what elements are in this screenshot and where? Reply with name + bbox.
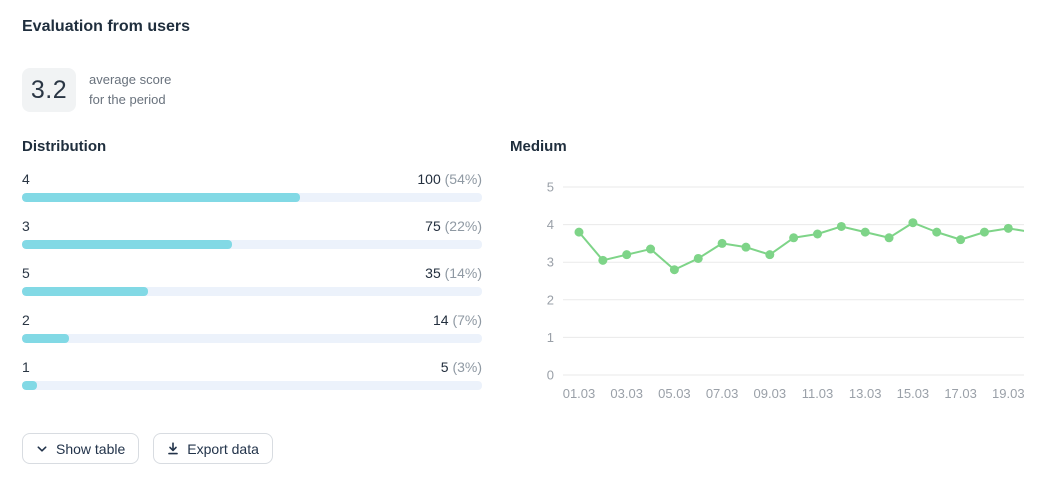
rating-percent: (7%) (452, 312, 482, 328)
show-table-button[interactable]: Show table (22, 433, 140, 464)
rating-count: 35 (14%) (425, 265, 482, 281)
chevron-down-icon (36, 443, 48, 455)
x-axis-tick-label: 13.03 (849, 386, 882, 401)
y-axis-tick-label: 0 (547, 368, 554, 383)
data-point-marker (932, 227, 942, 237)
distribution-row-line: 4 100 (54%) (22, 171, 482, 189)
average-score-badge: 3.2 (22, 68, 76, 112)
average-score-caption-line1: average score (89, 72, 172, 87)
data-point-marker (765, 250, 775, 260)
rating-bar-fill (22, 287, 149, 296)
data-point-marker (884, 233, 894, 243)
rating-count: 5 (3%) (440, 359, 482, 375)
data-point-marker (979, 227, 989, 237)
rating-percent: (14%) (444, 265, 482, 281)
average-score-caption-line2: for the period (89, 92, 166, 107)
export-data-label: Export data (187, 440, 259, 457)
rating-label: 5 (22, 265, 30, 281)
data-point-marker (956, 235, 966, 245)
medium-line-chart-svg: 0 1 2 3 4 5 01.03 03.03 05.03 07.03 09.03 11.03 13.0… (547, 180, 1024, 401)
rating-percent: (22%) (444, 218, 482, 234)
export-data-button[interactable]: Export data (153, 433, 273, 464)
average-score-caption: average score for the period (89, 70, 171, 110)
download-icon (167, 442, 179, 455)
medium-section-title: Medium (510, 138, 567, 155)
rating-bar-track (22, 193, 482, 202)
rating-count: 14 (7%) (432, 312, 482, 328)
distribution-row-line: 5 35 (14%) (22, 265, 482, 283)
data-point-marker (741, 242, 751, 252)
distribution-row: 3 75 (22%) (22, 218, 482, 249)
x-axis-tick-label: 03.03 (610, 386, 643, 401)
rating-bar-fill (22, 334, 69, 343)
rating-label: 3 (22, 218, 30, 234)
rating-percent: (3%) (452, 359, 482, 375)
data-point-marker (598, 255, 608, 265)
data-point-marker (693, 253, 703, 263)
x-axis-tick-label: 11.03 (802, 386, 834, 401)
data-point-marker (574, 227, 584, 237)
data-point-marker (813, 229, 822, 239)
data-point-marker (860, 227, 870, 237)
distribution-section-title: Distribution (22, 138, 107, 155)
rating-label: 2 (22, 312, 30, 328)
x-axis-tick-label: 07.03 (706, 386, 739, 401)
data-point-marker (908, 218, 918, 228)
data-point-marker (669, 265, 679, 275)
distribution-row: 2 14 (7%) (22, 312, 482, 343)
rating-bar-fill (22, 381, 38, 390)
rating-label: 4 (22, 171, 30, 187)
distribution-row: 4 100 (54%) (22, 171, 482, 202)
data-point-marker (622, 250, 632, 260)
medium-line-chart: 0 1 2 3 4 5 01.03 03.03 05.03 07.03 09.03 11.03 13.0… (520, 168, 1024, 408)
distribution-rows: 4 100 (54%) 3 75 (22%) 5 35 (14%) 2 14 (7%) 1 5 (… (22, 171, 482, 406)
rating-count: 75 (22%) (425, 218, 482, 234)
rating-bar-fill (22, 193, 300, 202)
average-score-summary: 3.2 average score for the period (22, 68, 171, 112)
data-point-marker (836, 221, 846, 231)
distribution-row-line: 1 5 (3%) (22, 359, 482, 377)
x-axis-tick-label: 15.03 (897, 386, 930, 401)
rating-bar-track (22, 334, 482, 343)
rating-bar-track (22, 381, 482, 390)
data-point-marker (789, 233, 799, 243)
data-point-marker (646, 244, 656, 254)
rating-bar-track (22, 240, 482, 249)
actions-bar: Show table Export data (22, 433, 273, 464)
rating-count: 100 (54%) (417, 171, 482, 187)
distribution-row: 5 35 (14%) (22, 265, 482, 296)
rating-bar-fill (22, 240, 232, 249)
page-title: Evaluation from users (22, 18, 191, 35)
x-axis-tick-label: 17.03 (944, 386, 977, 401)
distribution-row-line: 3 75 (22%) (22, 218, 482, 236)
y-axis-tick-label: 1 (547, 330, 554, 345)
show-table-label: Show table (56, 440, 126, 457)
distribution-row: 1 5 (3%) (22, 359, 482, 390)
x-axis-tick-label: 05.03 (658, 386, 691, 401)
data-point-marker (717, 238, 727, 248)
distribution-row-line: 2 14 (7%) (22, 312, 482, 330)
y-axis-tick-label: 4 (547, 217, 554, 232)
y-axis-tick-label: 3 (547, 255, 554, 270)
data-point-marker (1003, 223, 1013, 233)
y-axis-tick-label: 5 (547, 180, 554, 195)
y-axis-tick-label: 2 (547, 292, 554, 307)
rating-bar-track (22, 287, 482, 296)
x-axis-tick-label: 01.03 (563, 386, 596, 401)
x-axis-tick-label: 09.03 (754, 386, 787, 401)
rating-percent: (54%) (444, 171, 482, 187)
x-axis-tick-label: 19.03 (992, 386, 1024, 401)
rating-label: 1 (22, 359, 30, 375)
